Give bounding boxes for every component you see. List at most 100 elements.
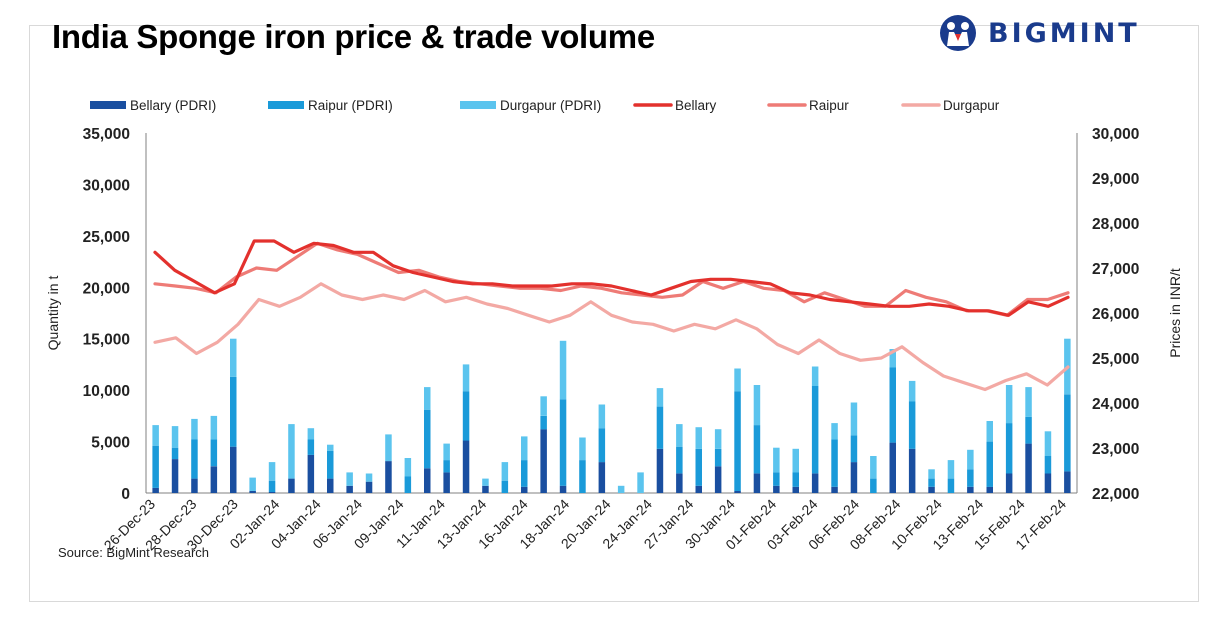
bar-segment: [268, 462, 276, 481]
brand-emblem-icon: [940, 15, 976, 51]
bar-segment: [676, 424, 683, 447]
bar-segment: [753, 473, 761, 493]
bar-segment: [908, 380, 916, 402]
bar-segment: [850, 435, 858, 463]
bar-segment: [501, 462, 509, 481]
bar-segment: [579, 437, 586, 461]
bar-segment: [986, 441, 993, 487]
bar-segment: [171, 426, 179, 448]
bar-segment: [598, 428, 606, 463]
bar-segment: [1044, 473, 1052, 493]
bar-segment: [773, 447, 780, 473]
brand-name: BIGMINT: [988, 17, 1140, 49]
bar-segment: [598, 404, 606, 429]
bar-segment: [831, 439, 838, 487]
bar-segment: [443, 443, 450, 461]
bar-segment: [230, 446, 237, 493]
bar-segment: [908, 401, 916, 449]
bar-segment: [462, 391, 470, 441]
bar-segment: [404, 458, 412, 477]
bar-segment: [559, 485, 567, 493]
lines: [153, 239, 1070, 392]
bar-segment: [327, 450, 334, 479]
bar-segment: [986, 486, 993, 493]
bar-segment: [404, 476, 412, 493]
bar-segment: [1025, 387, 1032, 417]
bar-segment: [540, 415, 547, 430]
left-tick-label: 30,000: [83, 177, 130, 194]
bar-segment: [288, 424, 295, 479]
bar-segment: [482, 485, 489, 493]
bar-segment: [210, 415, 218, 440]
bar-segment: [191, 478, 198, 493]
bar-segment: [753, 385, 761, 426]
right-tick-label: 30,000: [1092, 126, 1139, 143]
bar-segment: [288, 478, 295, 493]
bar-segment: [714, 429, 722, 449]
legend-swatch: [460, 101, 496, 109]
bar-segment: [1005, 385, 1013, 424]
bar-segment: [676, 446, 683, 474]
bar-segment: [811, 366, 819, 386]
legend-label: Durgapur: [943, 98, 1000, 113]
bar-segment: [462, 440, 470, 493]
bar-segment: [695, 448, 702, 486]
bar-segment: [908, 448, 916, 493]
bar-segment: [792, 486, 799, 493]
bar-segment: [889, 367, 896, 443]
bar-segment: [210, 439, 218, 467]
right-tick-label: 22,000: [1092, 486, 1139, 503]
bar-segment: [346, 472, 353, 486]
bar-segment: [850, 402, 858, 436]
legend-label: Durgapur (PDRI): [500, 98, 601, 113]
bar-segment: [424, 409, 431, 469]
bar-segment: [365, 473, 373, 482]
bar-segment: [191, 439, 198, 479]
bar-segment: [540, 429, 547, 493]
bar-segment: [365, 481, 373, 493]
left-tick-label: 5,000: [91, 435, 130, 452]
series-line: [153, 282, 1070, 392]
bar-segment: [230, 376, 237, 447]
bar-segment: [249, 477, 256, 491]
bar-segment: [773, 485, 780, 493]
bar-segment: [598, 462, 606, 493]
bar-segment: [249, 490, 256, 493]
bar-segment: [695, 485, 702, 493]
bar-segment: [870, 456, 877, 479]
bar-segment: [501, 480, 509, 493]
bar-segment: [734, 368, 741, 392]
bar-segment: [889, 442, 896, 493]
bar-segment: [482, 478, 489, 486]
legend-label: Bellary: [675, 98, 717, 113]
series-line: [153, 239, 1070, 317]
bar-segment: [656, 406, 664, 449]
right-tick-label: 26,000: [1092, 306, 1139, 323]
bar-segment: [831, 486, 838, 493]
bar-segment: [385, 434, 392, 462]
bar-segment: [792, 472, 799, 487]
bar-segment: [811, 386, 819, 474]
bar-segment: [230, 338, 237, 377]
bar-segment: [443, 472, 450, 493]
bar-segment: [327, 478, 334, 493]
bar-segment: [928, 469, 935, 479]
series-line: [153, 241, 1070, 317]
left-tick-label: 20,000: [83, 280, 130, 297]
bar-segment: [811, 473, 819, 493]
left-tick-label: 15,000: [83, 332, 130, 349]
bar-segment: [1064, 394, 1071, 472]
legend-swatch: [268, 101, 304, 109]
bar-segment: [734, 490, 741, 493]
bar-segment: [967, 449, 974, 470]
bar-segment: [947, 460, 955, 479]
bar-segment: [521, 486, 528, 493]
bar-segment: [734, 391, 741, 491]
bar-segment: [656, 388, 664, 407]
bar-segment: [521, 460, 528, 487]
legend-label: Raipur: [809, 98, 849, 113]
brand-logo: BIGMINT: [938, 13, 1140, 53]
bar-segment: [152, 425, 159, 446]
bar-segment: [947, 478, 955, 493]
